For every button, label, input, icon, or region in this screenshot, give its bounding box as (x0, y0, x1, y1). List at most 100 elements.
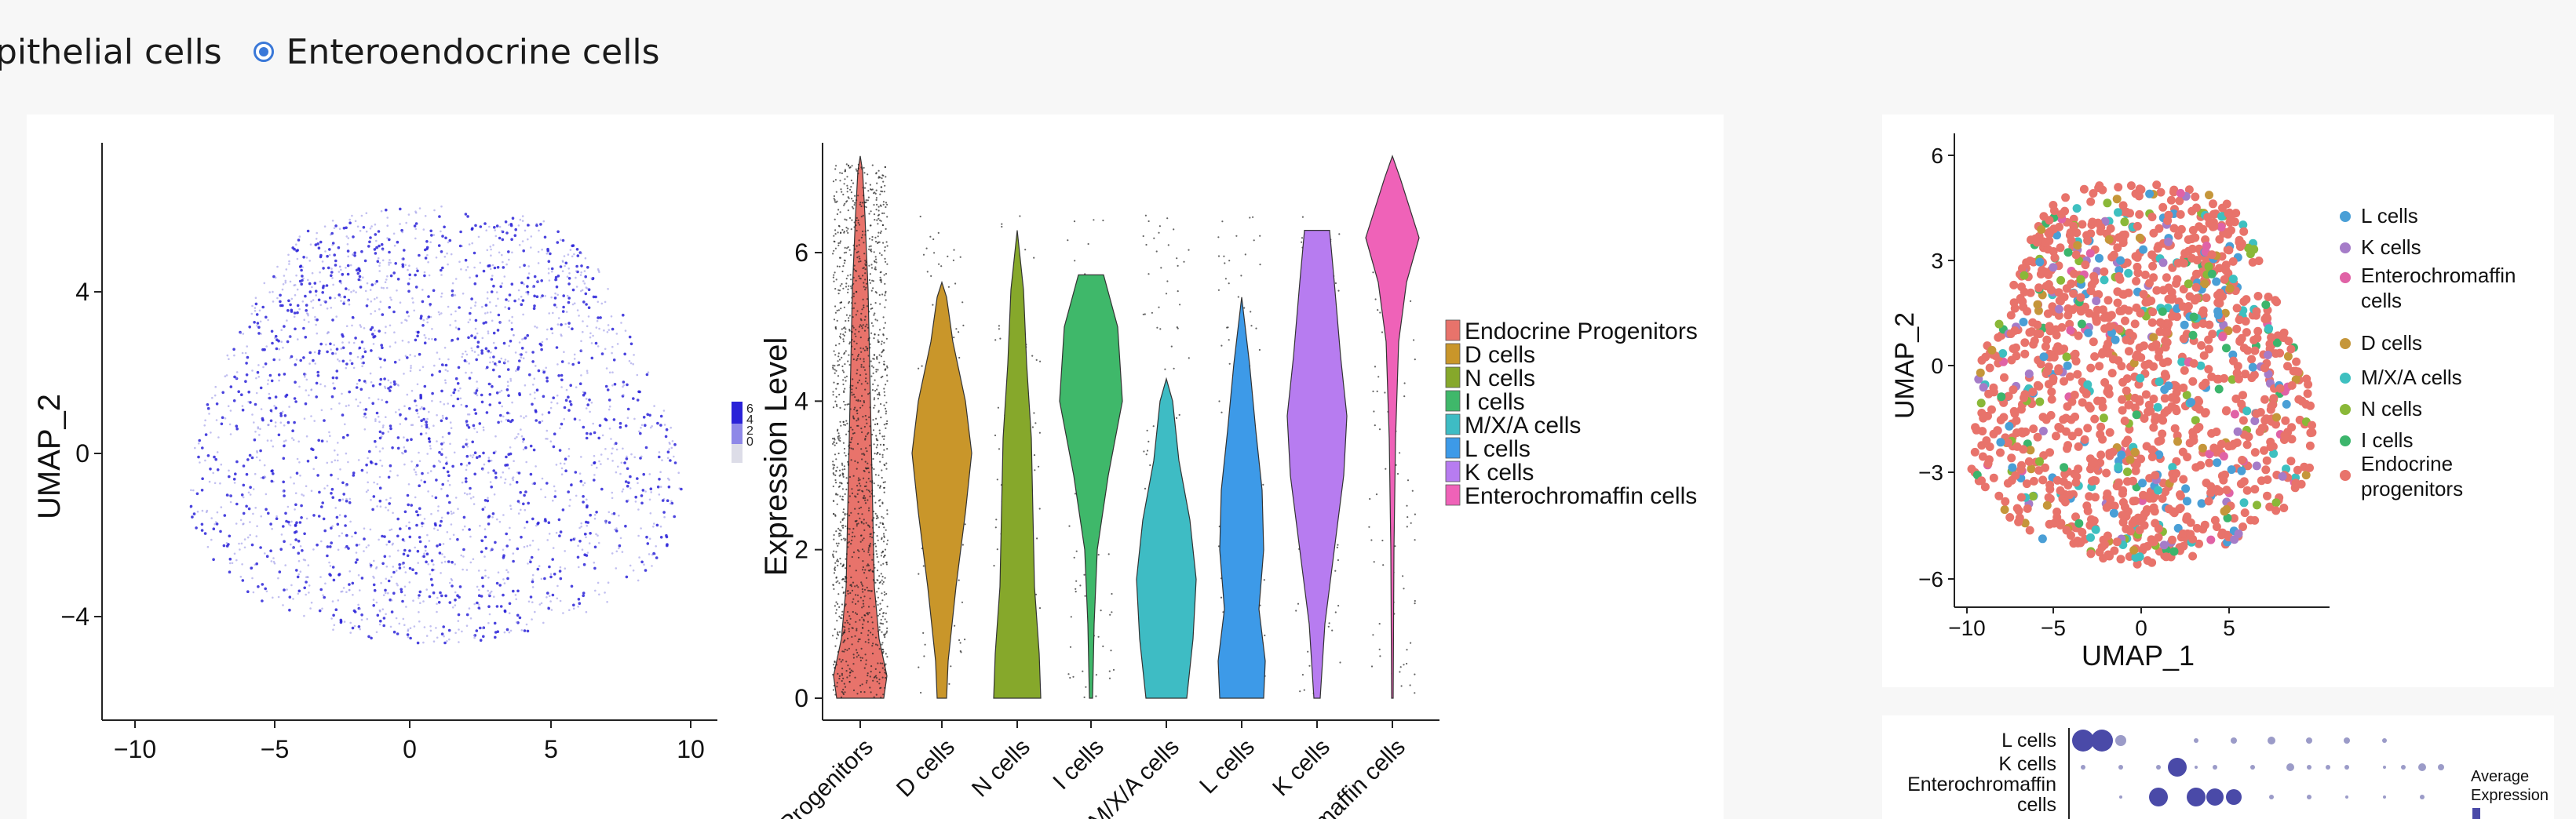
jitter-point (874, 545, 878, 548)
jitter-point (1263, 579, 1265, 581)
feature-point (331, 318, 334, 322)
feature-point (449, 421, 452, 424)
jitter-point (860, 448, 863, 450)
feature-point (450, 394, 453, 397)
radio-option-epithelial[interactable]: pithelial cells (0, 32, 222, 72)
jitter-point (861, 588, 863, 591)
jitter-point (837, 360, 839, 362)
feature-point (414, 212, 418, 214)
feature-point (487, 264, 490, 268)
umap-point (2229, 514, 2238, 523)
jitter-point (873, 204, 875, 206)
jitter-point (848, 623, 851, 626)
feature-point (429, 470, 432, 472)
jitter-point (856, 381, 859, 384)
feature-point (576, 254, 580, 257)
jitter-point (870, 665, 873, 668)
jitter-point (853, 417, 856, 420)
feature-point (290, 297, 294, 300)
jitter-point (1370, 665, 1374, 668)
jitter-point (864, 315, 867, 318)
feature-point (527, 293, 530, 296)
feature-point (403, 594, 407, 597)
jitter-point (834, 233, 837, 235)
feature-point (378, 383, 382, 386)
feature-point (415, 510, 418, 513)
jitter-point (837, 439, 840, 441)
jitter-point (871, 235, 874, 238)
umap-point (2193, 395, 2202, 405)
jitter-point (851, 643, 853, 646)
feature-point (556, 293, 559, 297)
feature-point (323, 529, 327, 533)
jitter-point (834, 218, 836, 220)
jitter-point (885, 202, 888, 204)
feature-point (555, 531, 558, 534)
feature-point (599, 316, 602, 319)
feature-point (667, 485, 671, 489)
jitter-point (871, 559, 874, 561)
jitter-point (881, 615, 884, 617)
feature-point (436, 596, 439, 599)
feature-point (567, 300, 571, 304)
jitter-point (875, 550, 878, 552)
jitter-point (838, 435, 841, 437)
jitter-point (835, 601, 837, 603)
feature-point (235, 377, 238, 379)
feature-point (608, 521, 611, 524)
radio-option-enteroendocrine[interactable]: Enteroendocrine cells (222, 32, 660, 72)
feature-point (242, 511, 246, 515)
jitter-point (873, 468, 875, 471)
feature-point (565, 311, 568, 313)
feature-point (577, 361, 581, 365)
feature-point (341, 359, 345, 363)
feature-point (272, 275, 275, 278)
feature-point (625, 575, 629, 579)
feature-point (421, 366, 425, 369)
radio-selected-icon[interactable] (253, 42, 274, 62)
feature-point (288, 595, 292, 599)
feature-point (489, 361, 491, 364)
jitter-point (882, 443, 885, 446)
jitter-point (841, 270, 844, 273)
jitter-point (845, 576, 847, 579)
feature-point (512, 476, 515, 479)
jitter-point (844, 493, 846, 495)
jitter-point (835, 403, 837, 406)
feature-point (661, 499, 665, 502)
feature-point (512, 559, 515, 563)
feature-point (297, 589, 301, 593)
feature-point (243, 538, 246, 541)
feature-point (386, 237, 389, 239)
jitter-point (860, 363, 863, 366)
jitter-point (856, 649, 858, 651)
jitter-point (998, 328, 1000, 330)
feature-point (502, 471, 505, 474)
feature-point (247, 390, 251, 394)
feature-point (618, 421, 622, 425)
feature-point (338, 360, 341, 362)
feature-point (242, 523, 244, 526)
feature-point (608, 408, 611, 411)
feature-point (371, 508, 374, 511)
feature-point (305, 581, 308, 584)
feature-point (633, 354, 635, 356)
feature-point (524, 446, 527, 450)
feature-point (302, 559, 305, 561)
jitter-point (876, 453, 878, 455)
feature-point (507, 250, 510, 253)
feature-point (504, 464, 507, 467)
jitter-point (873, 495, 875, 497)
jitter-point (852, 295, 855, 297)
jitter-point (878, 526, 881, 529)
feature-point (370, 349, 373, 352)
jitter-point (844, 260, 846, 262)
feature-point (489, 268, 492, 271)
feature-point (378, 623, 381, 626)
feature-point (283, 373, 286, 376)
jitter-point (866, 349, 868, 351)
feature-point (458, 260, 461, 263)
feature-point (289, 280, 292, 283)
feature-point (305, 378, 308, 381)
